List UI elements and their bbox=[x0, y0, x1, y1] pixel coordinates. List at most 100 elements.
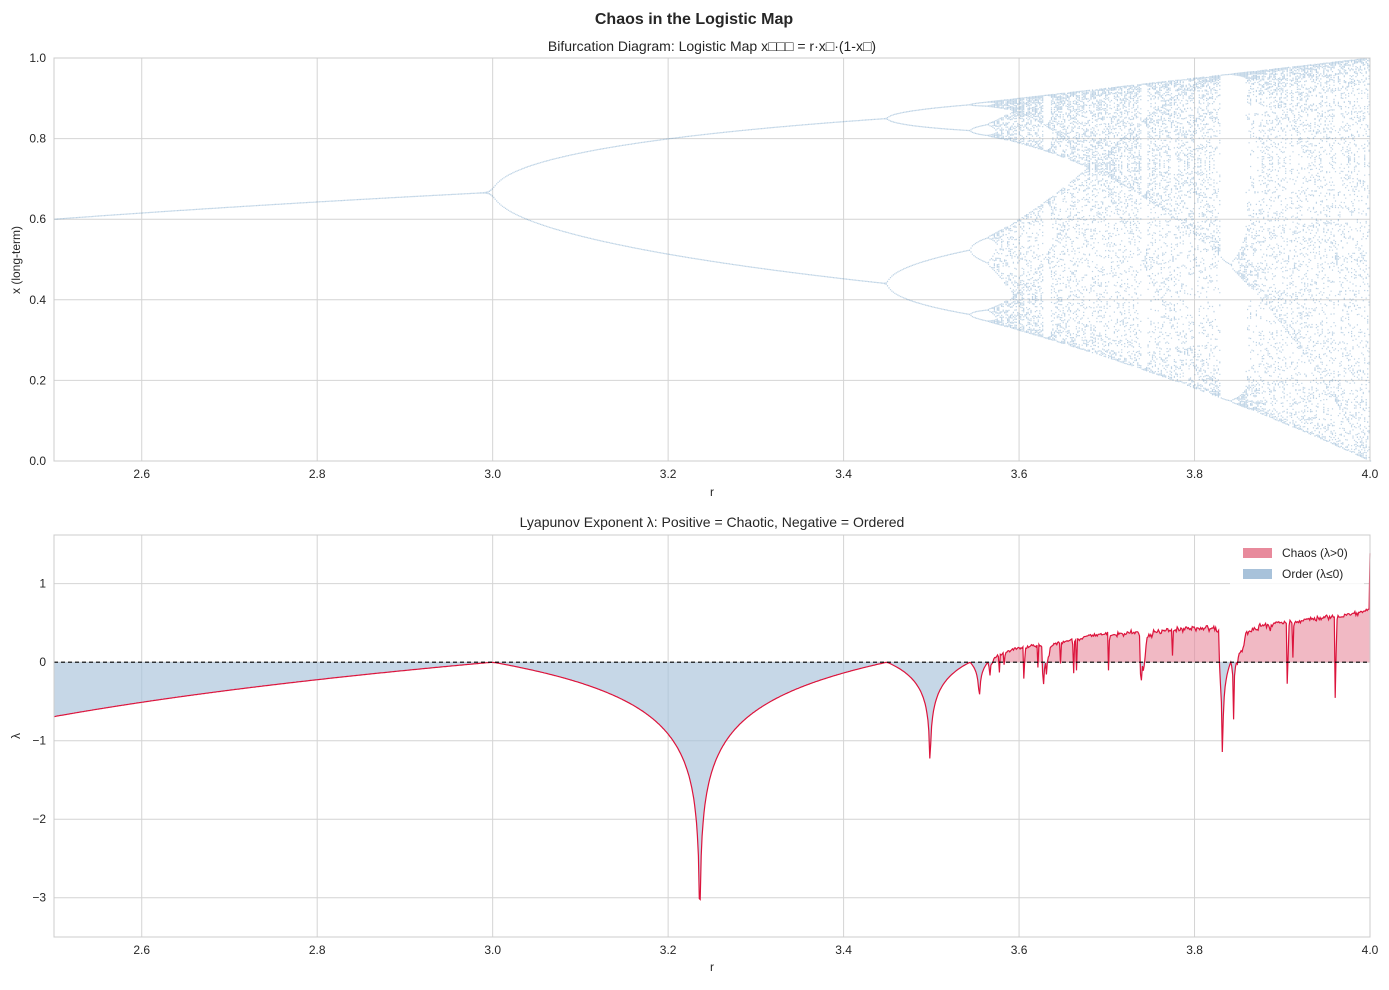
bifurcation-points bbox=[511, 174, 512, 212]
bifurcation-points bbox=[815, 124, 816, 276]
bifurcation-points bbox=[563, 157, 564, 232]
lyapunov-ylabel: λ bbox=[9, 733, 23, 739]
bifurcation-points bbox=[644, 142, 645, 250]
bifurcation-points bbox=[1155, 83, 1156, 371]
bifurcation-points bbox=[1181, 80, 1182, 382]
bifurcation-points bbox=[705, 134, 706, 260]
bifurcation-points bbox=[966, 105, 967, 314]
bifurcation-points bbox=[1215, 76, 1216, 396]
x-tick-label: 3.8 bbox=[1186, 943, 1203, 957]
bifurcation-points bbox=[1183, 80, 1184, 383]
bifurcation-points bbox=[1348, 61, 1349, 450]
bifurcation-points bbox=[934, 108, 935, 307]
bifurcation-points bbox=[834, 122, 835, 277]
bifurcation-points bbox=[1118, 87, 1119, 361]
bifurcation-points bbox=[806, 125, 807, 275]
bifurcation-points bbox=[764, 128, 765, 269]
bifurcation-points bbox=[695, 136, 696, 259]
bifurcation-points bbox=[1026, 98, 1027, 333]
bifurcation-points bbox=[790, 126, 791, 273]
bifurcation-points bbox=[765, 128, 766, 269]
bifurcation-points bbox=[1165, 82, 1166, 378]
bifurcation-points bbox=[1303, 66, 1304, 431]
bifurcation-points bbox=[1197, 78, 1198, 388]
bifurcation-points bbox=[956, 106, 957, 312]
bifurcation-points bbox=[891, 115, 892, 291]
bifurcation-points bbox=[1052, 95, 1053, 341]
bifurcation-points bbox=[1131, 85, 1132, 365]
bifurcation-points bbox=[1016, 99, 1017, 329]
bifurcation-points bbox=[1153, 83, 1154, 374]
bifurcation-points bbox=[717, 133, 718, 262]
bifurcation-points bbox=[937, 108, 938, 308]
legend-swatch-order bbox=[1243, 569, 1272, 579]
bifurcation-points bbox=[1246, 72, 1247, 407]
bifurcation-points bbox=[1338, 62, 1339, 447]
bifurcation-points bbox=[1112, 88, 1113, 360]
bifurcation-points bbox=[675, 138, 676, 255]
bifurcation-points bbox=[1145, 84, 1146, 370]
y-tick-label: 1 bbox=[39, 577, 46, 591]
bifurcation-points bbox=[1200, 78, 1201, 391]
bifurcation-points bbox=[763, 129, 764, 269]
legend-label-chaos: Chaos (λ>0) bbox=[1282, 546, 1348, 560]
bifurcation-points bbox=[1126, 86, 1127, 364]
legend: Chaos (λ>0) Order (λ≤0) bbox=[1230, 541, 1364, 585]
bifurcation-points bbox=[1263, 71, 1264, 414]
y-tick-label: −2 bbox=[32, 812, 46, 826]
bifurcation-points bbox=[824, 123, 825, 276]
bifurcation-points bbox=[751, 130, 752, 268]
bifurcation-points bbox=[1254, 72, 1255, 410]
bifurcation-points bbox=[733, 131, 734, 264]
bifurcation-points bbox=[1221, 75, 1222, 398]
bifurcation-points bbox=[745, 130, 746, 266]
bifurcation-points bbox=[1366, 59, 1367, 459]
bifurcation-points bbox=[525, 167, 526, 219]
bifurcation-points bbox=[1066, 95, 1067, 339]
bifurcation-points bbox=[524, 168, 525, 218]
bifurcation-points bbox=[856, 121, 857, 281]
bifurcation-points bbox=[808, 124, 809, 274]
bifurcation-points bbox=[1326, 63, 1327, 441]
bifurcation-points bbox=[849, 121, 850, 279]
bifurcation-points bbox=[755, 129, 756, 268]
bifurcation-points bbox=[726, 132, 727, 263]
bifurcation-points bbox=[752, 129, 753, 267]
bifurcation-points bbox=[1057, 94, 1058, 342]
x-tick-label: 3.6 bbox=[1011, 467, 1028, 481]
bifurcation-points bbox=[1295, 67, 1296, 428]
bifurcation-points bbox=[1234, 74, 1235, 404]
bifurcation-points bbox=[622, 145, 623, 245]
bifurcation-points bbox=[1067, 93, 1068, 343]
bifurcation-points bbox=[1294, 67, 1295, 427]
bifurcation-points bbox=[537, 164, 538, 224]
bifurcation-points bbox=[722, 133, 723, 263]
bifurcation-points bbox=[1114, 88, 1115, 360]
bifurcation-points bbox=[943, 107, 944, 309]
bifurcation-points bbox=[1158, 82, 1159, 375]
bifurcation-points bbox=[1265, 70, 1266, 415]
bifurcation-points bbox=[603, 149, 604, 242]
y-tick-label: 0.4 bbox=[29, 293, 46, 307]
bifurcation-points bbox=[544, 161, 545, 226]
bifurcation-points bbox=[686, 137, 687, 258]
bifurcation-points bbox=[581, 153, 582, 237]
bifurcation-points bbox=[643, 142, 644, 249]
bifurcation-points bbox=[716, 133, 717, 262]
bifurcation-points bbox=[989, 102, 990, 322]
bifurcation-points bbox=[1278, 69, 1279, 421]
bifurcation-points bbox=[684, 137, 685, 257]
bifurcation-points bbox=[590, 151, 591, 238]
bifurcation-points bbox=[704, 135, 705, 261]
bifurcation-points bbox=[1328, 63, 1329, 441]
bifurcation-points bbox=[969, 105, 970, 315]
x-tick-label: 3.2 bbox=[660, 467, 677, 481]
bifurcation-points bbox=[853, 121, 854, 280]
bifurcation-points bbox=[1023, 98, 1024, 331]
bifurcation-points bbox=[1313, 65, 1314, 434]
bifurcation-points bbox=[748, 130, 749, 267]
bifurcation-points bbox=[825, 123, 826, 277]
bifurcation-points bbox=[1054, 95, 1055, 340]
bifurcation-points bbox=[973, 104, 974, 318]
bifurcation-points bbox=[1149, 83, 1150, 372]
